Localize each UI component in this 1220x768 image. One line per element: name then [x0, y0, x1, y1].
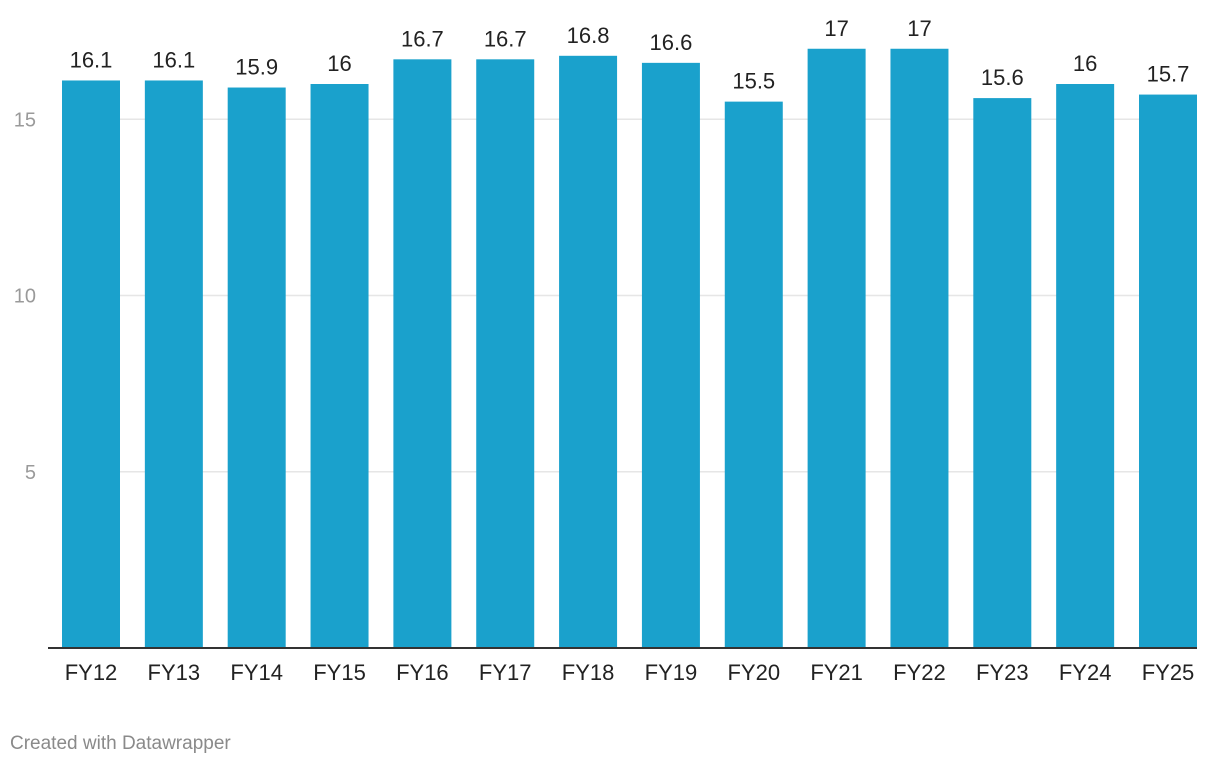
- bar-fy16: [393, 59, 452, 648]
- x-tick-label: FY21: [810, 660, 863, 685]
- credit-text: Created with Datawrapper: [10, 733, 231, 754]
- data-label: 16.1: [70, 47, 113, 72]
- data-label: 15.5: [732, 69, 775, 94]
- bar-fy22: [890, 48, 949, 648]
- x-tick-label: FY20: [727, 660, 780, 685]
- bar-fy20: [724, 101, 783, 648]
- y-axis-ticks: 5 10 15: [14, 109, 36, 484]
- x-tick-label: FY15: [313, 660, 366, 685]
- bar-fy18: [559, 55, 618, 649]
- data-label: 16: [327, 51, 351, 76]
- bar-fy12: [62, 80, 120, 649]
- y-tick-label: 10: [14, 286, 36, 308]
- data-label: 15.6: [981, 65, 1024, 90]
- data-label: 16.8: [567, 23, 610, 48]
- bar-fy14: [227, 87, 286, 648]
- x-tick-label: FY17: [479, 660, 532, 685]
- x-tick-label: FY18: [562, 660, 615, 685]
- data-label: 15.7: [1147, 62, 1190, 87]
- bars: [62, 48, 1197, 649]
- data-labels: 16.1 16.1 15.9 16 16.7 16.7 16.8 16.6 15.5 17 17 15…: [70, 16, 1190, 94]
- bar-fy24: [1056, 84, 1115, 648]
- data-label: 16.7: [484, 26, 527, 51]
- x-tick-label: FY12: [65, 660, 118, 685]
- x-tick-label: FY22: [893, 660, 946, 685]
- x-tick-label: FY25: [1142, 660, 1195, 685]
- x-tick-label: FY23: [976, 660, 1029, 685]
- x-tick-label: FY16: [396, 660, 449, 685]
- data-label: 16.1: [152, 47, 195, 72]
- y-tick-label: 5: [25, 462, 36, 484]
- bar-fy13: [144, 80, 203, 649]
- bar-fy15: [310, 84, 369, 648]
- data-label: 16.7: [401, 26, 444, 51]
- bar-fy19: [641, 62, 700, 649]
- x-axis-ticks: FY12 FY13 FY14 FY15 FY16 FY17 FY18 FY19 FY20 FY21…: [65, 660, 1195, 685]
- x-tick-label: FY19: [645, 660, 698, 685]
- y-tick-label: 15: [14, 109, 36, 131]
- bar-fy17: [476, 59, 535, 648]
- bar-fy25: [1139, 94, 1197, 648]
- data-label: 17: [824, 16, 848, 41]
- bar-fy21: [807, 48, 866, 648]
- x-tick-label: FY13: [148, 660, 201, 685]
- data-label: 16: [1073, 51, 1097, 76]
- x-tick-label: FY14: [230, 660, 283, 685]
- data-label: 17: [907, 16, 931, 41]
- data-label: 15.9: [235, 55, 278, 80]
- data-label: 16.6: [650, 30, 693, 55]
- x-tick-label: FY24: [1059, 660, 1112, 685]
- bar-fy23: [973, 98, 1032, 649]
